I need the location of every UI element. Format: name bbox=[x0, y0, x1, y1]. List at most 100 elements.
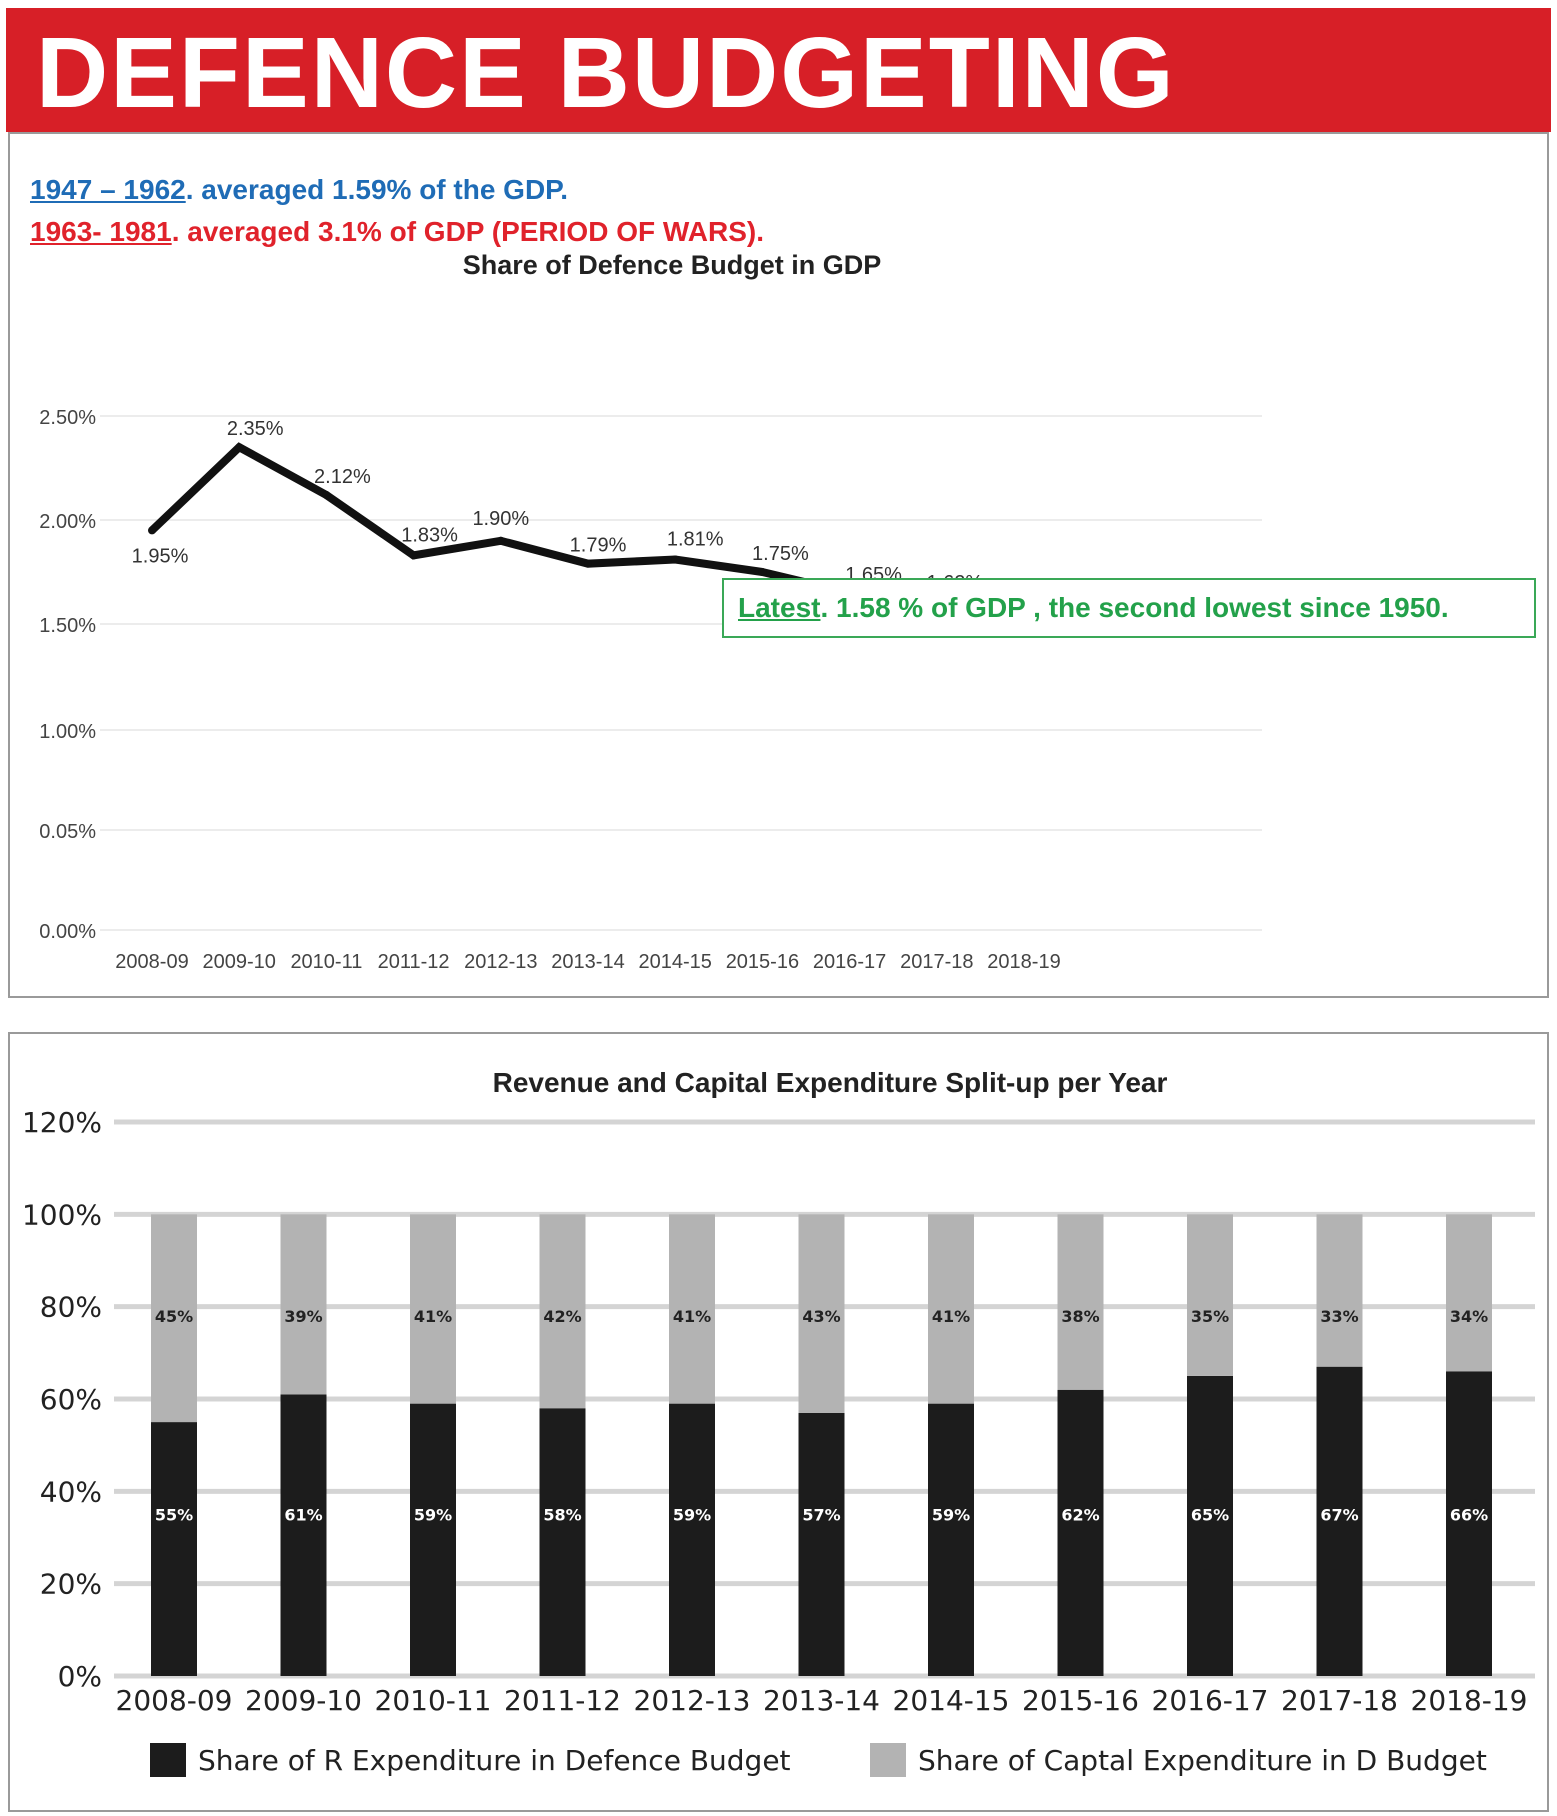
note-1963-1981: 1963- 1981. averaged 3.1% of GDP (PERIOD… bbox=[30, 216, 764, 248]
bar-capital bbox=[798, 1214, 845, 1413]
line-chart-x-tick: 2010-11 bbox=[290, 951, 362, 973]
bar-capital bbox=[669, 1214, 715, 1404]
bar-revenue-label: 59% bbox=[673, 1505, 711, 1524]
bar-revenue-label: 55% bbox=[155, 1505, 193, 1524]
bar-chart-x-tick: 2012-13 bbox=[634, 1684, 751, 1717]
line-chart-data-label: 1.75% bbox=[752, 543, 809, 565]
legend-item-capital: Share of Captal Expenditure in D Budget bbox=[870, 1740, 1487, 1780]
line-chart-point bbox=[758, 568, 767, 576]
legend-label-capital: Share of Captal Expenditure in D Budget bbox=[918, 1743, 1487, 1777]
bar-chart: Revenue and Capital Expenditure Split-up… bbox=[22, 1067, 1535, 1717]
note-1947-1962-text: . averaged 1.59% of the GDP. bbox=[185, 174, 569, 205]
line-chart-x-tick: 2016-17 bbox=[813, 951, 886, 973]
bar-chart-x-tick: 2017-18 bbox=[1281, 1684, 1398, 1717]
bar-chart-y-tick: 40% bbox=[40, 1475, 102, 1508]
legend-label-revenue: Share of R Expenditure in Defence Budget bbox=[198, 1743, 791, 1777]
bar-chart-y-tick: 60% bbox=[40, 1383, 102, 1416]
bar-capital-label: 38% bbox=[1061, 1307, 1099, 1326]
bar-chart-y-tick: 80% bbox=[40, 1291, 102, 1324]
line-chart-data-label: 1.95% bbox=[132, 545, 189, 567]
bar-capital-label: 41% bbox=[673, 1307, 711, 1326]
bar-capital bbox=[1057, 1214, 1104, 1390]
bar-revenue bbox=[151, 1422, 197, 1676]
bar-capital-label: 39% bbox=[284, 1307, 322, 1326]
line-chart-data-label: 1.79% bbox=[570, 535, 627, 557]
line-chart-x-tick: 2018-19 bbox=[987, 951, 1060, 973]
line-chart-title: Share of Defence Budget in GDP bbox=[463, 250, 882, 280]
expenditure-split-panel: Revenue and Capital Expenditure Split-up… bbox=[8, 1032, 1549, 1812]
bar-revenue-label: 58% bbox=[543, 1505, 581, 1524]
line-chart-data-label: 1.90% bbox=[472, 508, 529, 530]
line-chart-point bbox=[322, 491, 331, 500]
bar-capital-label: 33% bbox=[1320, 1307, 1358, 1326]
line-chart: Share of Defence Budget in GDP 0.00% 0.05%… bbox=[39, 250, 1262, 973]
line-chart-x-tick: 2008-09 bbox=[115, 951, 188, 973]
bar-revenue bbox=[669, 1403, 715, 1676]
line-chart-point bbox=[584, 559, 592, 568]
bar-capital-label: 43% bbox=[802, 1307, 840, 1326]
bar-chart-x-tick: 2016-17 bbox=[1152, 1684, 1269, 1717]
bar-capital-label: 41% bbox=[414, 1307, 452, 1326]
bar-revenue bbox=[539, 1408, 586, 1676]
bar-chart-x-tick: 2008-09 bbox=[116, 1684, 233, 1717]
bar-chart-y-tick: 100% bbox=[22, 1198, 102, 1231]
bar-revenue-label: 67% bbox=[1320, 1505, 1358, 1524]
bar-capital bbox=[151, 1214, 197, 1423]
bar-chart-x-tick: 2015-16 bbox=[1022, 1684, 1139, 1717]
bar-capital bbox=[1446, 1214, 1492, 1372]
line-chart-y-tick: 2.00% bbox=[39, 511, 96, 533]
bar-revenue bbox=[928, 1403, 974, 1676]
bar-chart-x-tick: 2010-11 bbox=[375, 1684, 492, 1717]
line-chart-x-tick: 2015-16 bbox=[726, 951, 799, 973]
line-chart-y-tick: 2.50% bbox=[39, 407, 96, 429]
bar-revenue-label: 59% bbox=[932, 1505, 970, 1524]
bar-capital bbox=[410, 1214, 456, 1404]
bar-chart-y-tick: 120% bbox=[22, 1106, 102, 1139]
line-chart-data-label: 1.83% bbox=[401, 524, 458, 546]
bar-capital-label: 41% bbox=[932, 1307, 970, 1326]
bar-revenue bbox=[1446, 1371, 1492, 1676]
bar-revenue bbox=[1187, 1375, 1233, 1676]
bar-revenue-label: 66% bbox=[1450, 1505, 1488, 1524]
bar-revenue bbox=[410, 1403, 456, 1676]
bar-chart-y-tick: 0% bbox=[58, 1660, 102, 1693]
line-chart-point bbox=[671, 555, 680, 564]
note-1947-1962-years: 1947 – 1962 bbox=[30, 174, 186, 205]
line-chart-data-label: 1.81% bbox=[667, 529, 724, 551]
title-banner: DEFENCE BUDGETING bbox=[6, 8, 1551, 132]
note-1963-1981-years: 1963- 1981 bbox=[30, 216, 172, 247]
bar-capital bbox=[539, 1214, 586, 1409]
bar-capital-label: 35% bbox=[1191, 1307, 1229, 1326]
bar-revenue bbox=[1316, 1366, 1363, 1676]
line-chart-x-tick: 2013-14 bbox=[551, 951, 624, 973]
bar-revenue bbox=[798, 1412, 845, 1676]
line-chart-data-label: 2.12% bbox=[314, 466, 371, 488]
page-title: DEFENCE BUDGETING bbox=[36, 17, 1176, 129]
bar-revenue-label: 62% bbox=[1061, 1505, 1099, 1524]
bar-chart-x-tick: 2009-10 bbox=[245, 1684, 362, 1717]
bar-chart-x-tick: 2011-12 bbox=[504, 1684, 621, 1717]
bar-capital bbox=[280, 1214, 327, 1395]
line-chart-point bbox=[496, 536, 505, 545]
latest-text: . 1.58 % of GDP , the second lowest sinc… bbox=[820, 592, 1449, 623]
note-1947-1962: 1947 – 1962. averaged 1.59% of the GDP. bbox=[30, 174, 568, 206]
bar-revenue-label: 59% bbox=[414, 1505, 452, 1524]
bar-chart-x-tick: 2014-15 bbox=[893, 1684, 1010, 1717]
line-chart-x-tick: 2012-13 bbox=[464, 951, 537, 973]
line-chart-point bbox=[235, 443, 244, 452]
bar-chart-title: Revenue and Capital Expenditure Split-up… bbox=[493, 1067, 1168, 1098]
bar-capital bbox=[1187, 1214, 1233, 1376]
bar-capital-label: 42% bbox=[543, 1307, 581, 1326]
bar-capital bbox=[928, 1214, 974, 1404]
line-chart-y-tick: 0.00% bbox=[39, 921, 96, 943]
line-chart-x-tick: 2017-18 bbox=[900, 951, 973, 973]
bar-revenue-label: 61% bbox=[284, 1505, 322, 1524]
line-chart-x-tick: 2011-12 bbox=[378, 951, 450, 973]
line-chart-point bbox=[148, 526, 156, 535]
bar-chart-x-tick: 2013-14 bbox=[763, 1684, 880, 1717]
bar-capital-label: 34% bbox=[1450, 1307, 1488, 1326]
line-chart-x-tick: 2014-15 bbox=[638, 951, 711, 973]
line-chart-y-tick: 0.05% bbox=[39, 821, 96, 843]
line-chart-point bbox=[409, 551, 418, 560]
legend-swatch-revenue bbox=[150, 1743, 186, 1777]
